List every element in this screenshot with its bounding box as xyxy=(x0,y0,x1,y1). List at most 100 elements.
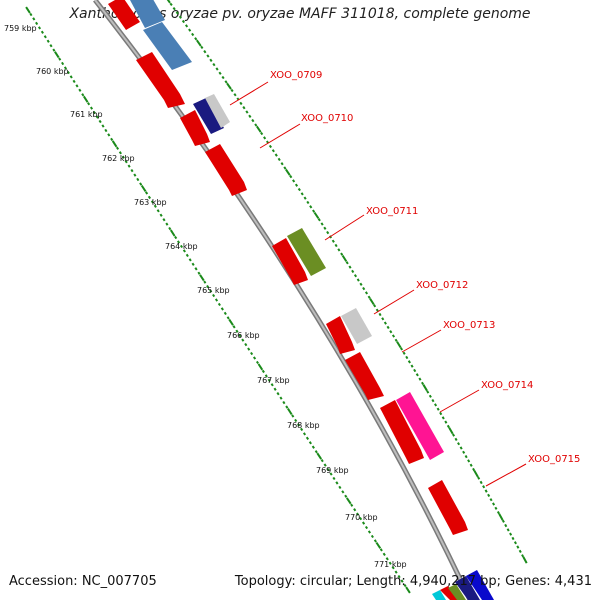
scale-minor-tick xyxy=(121,155,125,159)
gene-label-xoo-0710[interactable]: XOO_0710 xyxy=(301,113,353,124)
scale-minor-tick xyxy=(451,433,456,437)
scale-major-tick xyxy=(25,6,31,14)
scale-minor-tick xyxy=(457,442,461,446)
scale-minor-tick xyxy=(308,441,312,445)
scale-minor-tick xyxy=(200,45,204,49)
gene-block[interactable] xyxy=(448,584,466,600)
scale-minor-tick xyxy=(223,311,227,316)
scale-minor-tick xyxy=(428,394,432,398)
scale-minor-tick xyxy=(373,304,377,308)
scale-minor-tick xyxy=(251,118,255,123)
scale-minor-tick xyxy=(464,454,468,459)
scale-minor-tick xyxy=(399,347,404,351)
scale-minor-tick xyxy=(130,168,134,173)
gene-label-xoo-0709[interactable]: XOO_0709 xyxy=(270,70,322,81)
scale-minor-tick xyxy=(69,75,73,79)
gene-block[interactable] xyxy=(136,52,185,108)
kbp-label: 762 kbp xyxy=(102,154,135,163)
scale-minor-tick xyxy=(361,521,366,525)
scale-minor-tick xyxy=(385,557,389,561)
scale-minor-tick xyxy=(254,123,258,127)
scale-minor-tick xyxy=(329,472,333,476)
scale-minor-tick xyxy=(95,115,99,119)
scale-minor-tick xyxy=(378,312,382,317)
scale-minor-tick xyxy=(294,183,299,187)
scale-minor-tick xyxy=(280,162,284,166)
scale-minor-tick xyxy=(335,481,339,485)
scale-major-tick xyxy=(226,82,232,90)
gene-block[interactable] xyxy=(428,480,468,535)
scale-minor-tick xyxy=(509,532,513,536)
scale-minor-tick xyxy=(487,493,491,498)
gene-labels[interactable]: XOO_0709 XOO_0710 XOO_0711 XOO_0712 XOO_… xyxy=(270,70,580,465)
scale-minor-tick xyxy=(332,476,336,481)
gene-block[interactable] xyxy=(272,238,308,285)
scale-minor-tick xyxy=(29,12,33,17)
scale-minor-tick xyxy=(459,446,463,450)
gene-block[interactable] xyxy=(326,316,355,354)
scale-minor-tick xyxy=(144,191,149,195)
gene-block[interactable] xyxy=(143,22,192,70)
scale-minor-tick xyxy=(110,137,114,142)
scale-major-tick xyxy=(54,51,60,59)
gene-block[interactable] xyxy=(466,570,494,600)
scale-minor-tick xyxy=(431,398,435,403)
scale-minor-tick xyxy=(242,106,246,110)
scale-minor-tick xyxy=(217,302,221,307)
scale-minor-tick xyxy=(289,174,293,179)
gene-label-xoo-0711[interactable]: XOO_0711 xyxy=(366,206,418,217)
gene-block[interactable] xyxy=(193,98,224,134)
gene-block[interactable] xyxy=(287,228,326,276)
scale-major-tick xyxy=(345,497,352,505)
gene-label-xoo-0715[interactable]: XOO_0715 xyxy=(528,454,580,465)
scale-minor-tick xyxy=(81,93,85,97)
scale-minor-tick xyxy=(115,146,120,150)
scale-minor-tick xyxy=(516,545,520,549)
scale-minor-tick xyxy=(403,583,407,588)
scale-minor-tick xyxy=(356,512,360,516)
gene-features[interactable] xyxy=(108,0,494,600)
scale-minor-tick xyxy=(410,364,414,368)
scale-minor-tick xyxy=(241,338,245,342)
gene-block[interactable] xyxy=(380,400,424,464)
gene-block[interactable] xyxy=(130,0,165,28)
gene-block[interactable] xyxy=(341,308,372,344)
gene-block[interactable] xyxy=(108,0,140,30)
gene-block[interactable] xyxy=(205,144,247,196)
kbp-scale-labels: 759 kbp 760 kbp 761 kbp 762 kbp 763 kbp … xyxy=(4,24,407,569)
scale-major-tick xyxy=(82,95,89,103)
gene-label-xoo-0714[interactable]: XOO_0714 xyxy=(481,380,533,391)
scale-major-tick xyxy=(422,384,428,392)
gene-label-xoo-0713[interactable]: XOO_0713 xyxy=(443,320,495,331)
scale-minor-tick xyxy=(350,503,354,507)
kbp-label: 765 kbp xyxy=(197,286,230,295)
scale-minor-tick xyxy=(203,50,207,54)
scale-minor-tick xyxy=(277,157,281,162)
scale-major-tick xyxy=(313,211,320,219)
gene-block[interactable] xyxy=(345,352,384,400)
scale-minor-tick xyxy=(297,423,301,427)
scale-minor-tick xyxy=(212,63,216,67)
gene-block[interactable] xyxy=(432,590,446,600)
scale-major-tick xyxy=(195,39,202,47)
gene-block[interactable] xyxy=(455,576,480,600)
gene-block[interactable] xyxy=(180,110,210,146)
scale-minor-tick xyxy=(391,566,395,570)
scale-major-tick xyxy=(375,541,382,549)
gene-block[interactable] xyxy=(396,392,444,460)
scale-major-tick xyxy=(316,452,323,460)
gene-block[interactable] xyxy=(205,94,230,128)
scale-minor-tick xyxy=(40,30,44,34)
scale-major-tick xyxy=(166,0,171,4)
scale-minor-tick xyxy=(334,243,338,248)
scale-minor-tick xyxy=(407,360,411,364)
scale-minor-tick xyxy=(441,416,445,420)
scale-minor-tick xyxy=(58,57,62,61)
scale-major-tick xyxy=(405,586,411,594)
scale-minor-tick xyxy=(364,291,369,295)
gene-label-xoo-0712[interactable]: XOO_0712 xyxy=(416,280,468,291)
topology-text: Topology: circular; Length: 4,940,217 bp… xyxy=(234,574,592,589)
scale-minor-tick xyxy=(147,195,152,200)
scale-minor-tick xyxy=(323,463,327,467)
